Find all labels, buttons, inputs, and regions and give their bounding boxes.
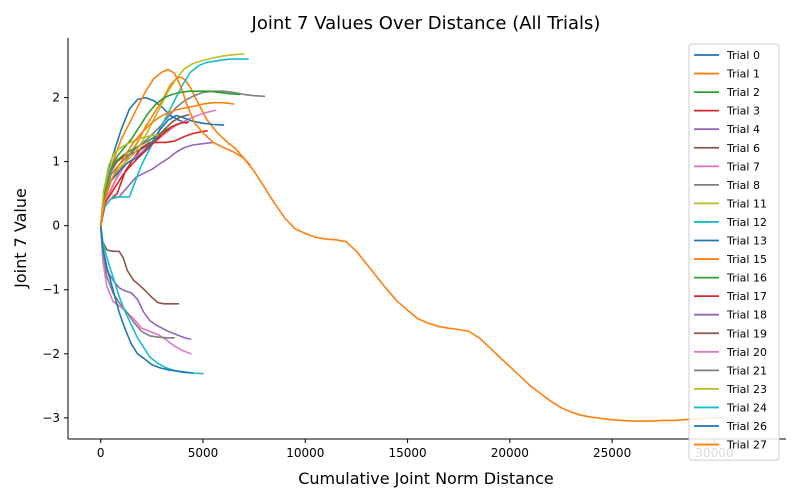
y-tick-label: −2: [42, 347, 60, 361]
y-tick-label: −1: [42, 283, 60, 297]
y-tick-label: 0: [52, 219, 60, 233]
legend-label: Trial 1: [726, 68, 760, 81]
legend-label: Trial 21: [726, 364, 767, 377]
series-line-trial-20: [99, 224, 192, 355]
y-tick-label: 2: [52, 91, 60, 105]
series-line-trial-15: [99, 68, 726, 422]
legend-label: Trial 0: [726, 49, 760, 62]
x-tick-label: 20000: [491, 446, 529, 460]
y-axis-label: Joint 7 Value: [11, 188, 30, 289]
legend-label: Trial 24: [726, 401, 767, 414]
x-tick-label: 0: [97, 446, 105, 460]
series-line-trial-23: [99, 133, 159, 227]
legend-label: Trial 18: [726, 309, 767, 322]
legend-label: Trial 15: [726, 253, 767, 266]
series-line-trial-8: [99, 90, 266, 227]
legend-label: Trial 3: [726, 105, 760, 118]
legend-label: Trial 20: [726, 346, 767, 359]
x-tick-label: 15000: [388, 446, 426, 460]
series-line-trial-18: [99, 224, 192, 340]
legend-label: Trial 13: [726, 235, 767, 248]
legend-label: Trial 6: [726, 142, 760, 155]
y-tick-label: −3: [42, 411, 60, 425]
series-line-trial-26: [99, 224, 194, 374]
legend-label: Trial 19: [726, 327, 767, 340]
series-line-trial-21: [99, 224, 176, 339]
legend: Trial 0 Trial 1 Trial 2 Trial 3 Trial 4 Trial…: [688, 43, 780, 461]
legend-label: Trial 16: [726, 272, 767, 285]
legend-label: Trial 4: [726, 123, 760, 136]
x-tick-label: 5000: [188, 446, 219, 460]
chart-title: Joint 7 Values Over Distance (All Trials…: [251, 13, 601, 34]
series-line-trial-11: [99, 53, 245, 227]
x-axis-label: Cumulative Joint Norm Distance: [298, 469, 554, 488]
legend-label: Trial 2: [726, 86, 760, 99]
series-line-trial-13: [99, 114, 225, 227]
legend-label: Trial 26: [726, 420, 767, 433]
x-tick-label: 10000: [286, 446, 324, 460]
legend-label: Trial 11: [726, 197, 767, 210]
series-line-trial-3: [99, 130, 208, 227]
series-line-trial-19: [99, 224, 180, 305]
legend-label: Trial 17: [726, 290, 767, 303]
series-line-trial-17: [99, 121, 190, 227]
legend-label: Trial 27: [726, 439, 767, 452]
x-tick-label: 25000: [593, 446, 631, 460]
legend-label: Trial 23: [726, 383, 767, 396]
series-line-trial-27: [99, 101, 235, 227]
series-line-trial-16: [99, 90, 241, 227]
y-tick-label: 1: [52, 155, 60, 169]
series-lines: [99, 53, 726, 422]
legend-label: Trial 8: [726, 179, 760, 192]
series-line-trial-12: [99, 58, 249, 227]
series-line-trial-1: [99, 76, 251, 227]
legend-label: Trial 12: [726, 216, 767, 229]
legend-label: Trial 7: [726, 160, 760, 173]
